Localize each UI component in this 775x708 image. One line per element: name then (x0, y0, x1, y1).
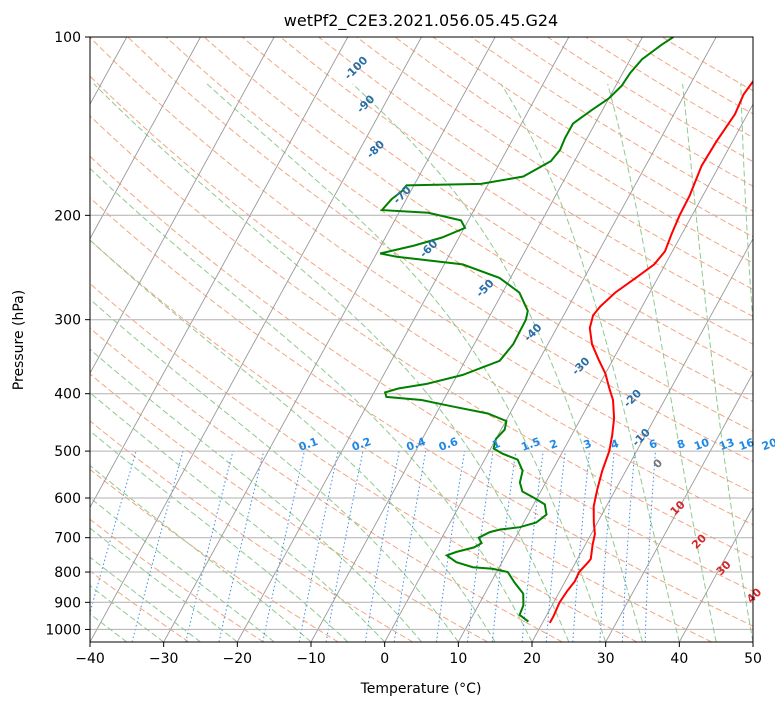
dry-adiabat (165, 37, 753, 432)
dry-adiabat (90, 197, 753, 627)
mixing-ratio-label: 0.2 (350, 435, 373, 454)
mixing-ratio-label: 20 (760, 436, 775, 454)
y-tick-label: 900 (54, 595, 81, 611)
mixing-ratio-line (572, 451, 590, 642)
moist-adiabat (90, 465, 312, 642)
isotherm-line (236, 37, 570, 642)
mixing-ratio-line (218, 450, 265, 642)
dry-adiabat (90, 282, 638, 642)
isotherm-line (605, 372, 753, 642)
mixing-ratio-line (90, 450, 137, 615)
isotherm-line (90, 37, 349, 509)
isotherm-line (90, 37, 201, 240)
isotherm-line (384, 37, 717, 642)
dry-adiabat (318, 37, 753, 318)
isotherm-line (531, 237, 753, 642)
y-tick-label: 200 (54, 208, 81, 224)
x-tick-label: 30 (597, 651, 615, 667)
plot-frame (89, 36, 754, 643)
mixing-ratio-line (262, 450, 305, 642)
dry-adiabat (90, 518, 264, 642)
mixing-ratio-label: 13 (717, 436, 736, 453)
x-tick-label: −10 (296, 651, 326, 667)
isotherm-line (310, 37, 643, 642)
isotherm-line (163, 37, 496, 642)
mixing-ratio-label: 1.5 (519, 435, 542, 454)
mixing-ratio-line (521, 451, 544, 642)
mixing-ratio-line (467, 451, 494, 642)
moist-adiabat (90, 497, 275, 642)
x-tick-label: −30 (149, 651, 179, 667)
isotherm-line (90, 37, 422, 642)
dewpoint-profile (379, 37, 674, 623)
temperature-profile (548, 79, 753, 624)
dry-adiabat (90, 75, 753, 526)
x-tick-label: −20 (223, 651, 253, 667)
profile-lines (379, 37, 753, 624)
dry-adiabat (241, 37, 753, 374)
moist-adiabat (93, 83, 570, 642)
mixing-ratio-line (435, 451, 466, 642)
isotherm-line (457, 103, 753, 642)
mixing-ratio-line (491, 451, 517, 642)
moist-adiabat (500, 83, 680, 642)
x-tick-label: 0 (380, 651, 389, 667)
mixing-ratio-label: 16 (737, 436, 756, 454)
y-axis: 1000 900 800 700 600 500 400 300 200 100 (45, 30, 90, 638)
moist-adiabat (206, 83, 607, 642)
mixing-ratio-label: 1 (490, 437, 502, 452)
moist-adiabat (90, 556, 201, 642)
x-tick-label: −40 (75, 651, 105, 667)
moist-adiabat (740, 83, 753, 330)
moist-adiabat (90, 167, 533, 642)
isotherm-line (678, 506, 753, 642)
moist-adiabat (607, 83, 717, 642)
background-lines (90, 37, 753, 642)
x-axis-label: Temperature (°C) (360, 681, 482, 697)
y-tick-label: 400 (54, 387, 81, 403)
dry-adiabat (90, 239, 712, 642)
mixing-ratio-label: 6 (647, 437, 659, 452)
dry-adiabat (90, 373, 488, 642)
x-tick-label: 20 (523, 651, 541, 667)
x-tick-label: 10 (449, 651, 467, 667)
y-axis-label: Pressure (hPa) (11, 290, 27, 390)
mixing-ratio-label: 3 (582, 437, 594, 452)
y-tick-label: 700 (54, 531, 81, 547)
moist-adiabat (90, 585, 164, 642)
mixing-ratio-label: 0.1 (297, 435, 320, 454)
x-tick-label: 50 (744, 651, 762, 667)
dry-adiabat (90, 468, 339, 642)
chart-title: wetPf2_C2E3.2021.056.05.45.G24 (284, 11, 558, 31)
moist-adiabat (90, 392, 386, 642)
dry-adiabat (90, 570, 190, 642)
y-tick-label: 600 (54, 491, 81, 507)
mixing-ratio-label: 4 (609, 437, 621, 452)
mixing-ratio-label: 8 (675, 437, 687, 452)
dry-adiabat (90, 37, 753, 494)
y-tick-label: 300 (54, 313, 81, 329)
y-tick-label: 800 (54, 565, 81, 581)
moist-adiabat (90, 527, 238, 642)
mixing-ratio-label: 0.6 (437, 435, 460, 454)
x-tick-label: 40 (670, 651, 688, 667)
moist-adiabat (90, 239, 496, 642)
mixing-ratio-line (545, 451, 566, 642)
pressure-grid (90, 37, 753, 642)
mixing-ratio-label: 2 (548, 437, 560, 452)
y-tick-label: 500 (54, 444, 81, 460)
moist-adiabat (90, 430, 349, 642)
mixing-ratio-label: 0.4 (405, 435, 428, 454)
x-axis: −40 −30 −20 −10 0 10 20 30 40 50 (75, 642, 762, 667)
isotherm-line (90, 37, 275, 375)
dry-adiabat (90, 155, 753, 592)
y-tick-label: 100 (54, 30, 81, 46)
mixing-ratio-label: 10 (692, 436, 711, 454)
moist-adiabat (90, 348, 422, 642)
y-tick-label: 1000 (45, 622, 81, 638)
mixing-ratio-line (185, 450, 234, 642)
moist-adiabat (682, 83, 753, 642)
